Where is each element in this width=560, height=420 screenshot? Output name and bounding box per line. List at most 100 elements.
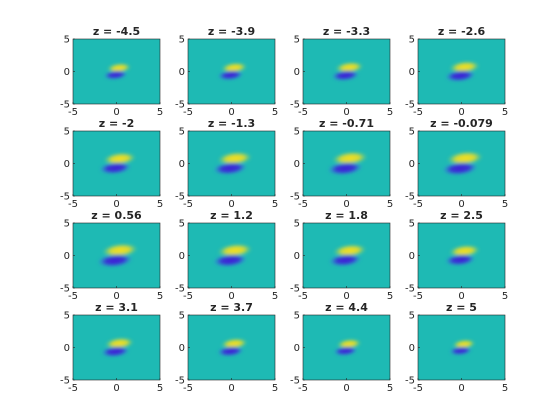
subplot: -5 0 5 5 0 -5 z = -0.71: [290, 117, 393, 210]
subplot-title: z = 5: [446, 301, 477, 314]
x-tick-label: -5: [298, 383, 308, 394]
y-tick-label: -5: [290, 100, 300, 111]
y-tick-label: 0: [409, 343, 415, 354]
y-tick-label: 0: [294, 67, 300, 78]
y-tick-label: 5: [409, 311, 415, 322]
x-tick-label: -5: [68, 199, 78, 210]
subplot: -5 0 5 5 0 -5 z = 0.56: [60, 209, 163, 302]
x-tick-label: -5: [68, 107, 78, 118]
positive-lobe: [449, 245, 480, 258]
x-tick-label: 5: [502, 383, 508, 394]
negative-lobe: [445, 69, 476, 82]
x-tick-label: 5: [387, 383, 393, 394]
y-tick-label: 0: [294, 251, 300, 262]
y-tick-label: -5: [175, 192, 185, 203]
x-tick-label: -5: [68, 291, 78, 302]
subplot-title: z = -0.079: [430, 117, 493, 130]
y-tick-label: 0: [179, 343, 185, 354]
negative-lobe: [328, 253, 362, 267]
y-tick-label: 0: [179, 251, 185, 262]
y-tick-label: 5: [64, 127, 70, 138]
y-tick-label: 0: [409, 251, 415, 262]
subplot-title: z = -1.3: [208, 117, 255, 130]
y-tick-label: -5: [60, 376, 70, 387]
negative-lobe: [212, 253, 248, 267]
x-tick-label: 0: [458, 383, 464, 394]
x-tick-label: 5: [157, 383, 163, 394]
subplot-title: z = 2.5: [440, 209, 483, 222]
y-tick-label: 5: [179, 35, 185, 46]
negative-lobe: [449, 346, 472, 356]
x-tick-label: 0: [343, 383, 349, 394]
y-tick-label: 5: [409, 219, 415, 230]
y-tick-label: 5: [294, 219, 300, 230]
x-tick-label: 0: [113, 199, 119, 210]
subplot: -5 0 5 5 0 -5 z = -4.5: [60, 25, 163, 118]
subplot-title: z = 1.8: [325, 209, 368, 222]
y-tick-label: -5: [60, 100, 70, 111]
x-tick-label: -5: [298, 107, 308, 118]
x-tick-label: -5: [183, 107, 193, 118]
y-tick-label: -5: [175, 376, 185, 387]
positive-lobe: [105, 337, 134, 349]
positive-lobe: [102, 243, 138, 258]
negative-lobe: [327, 161, 363, 176]
y-tick-label: 5: [294, 311, 300, 322]
positive-lobe: [333, 244, 367, 258]
x-tick-label: 0: [228, 291, 234, 302]
subplot-title: z = -2.6: [438, 25, 486, 38]
y-tick-label: 0: [64, 67, 70, 78]
x-tick-label: 5: [387, 291, 393, 302]
x-tick-label: 0: [113, 383, 119, 394]
negative-lobe: [97, 253, 133, 268]
negative-lobe: [444, 253, 476, 266]
subplot: -5 0 5 5 0 -5 z = 4.4: [290, 301, 393, 394]
x-tick-label: 0: [228, 383, 234, 394]
x-tick-label: 0: [458, 199, 464, 210]
y-tick-label: -5: [175, 100, 185, 111]
x-tick-label: 5: [157, 199, 163, 210]
y-tick-label: -5: [405, 376, 415, 387]
x-tick-label: 0: [228, 199, 234, 210]
y-tick-label: 5: [179, 219, 185, 230]
y-tick-label: 5: [64, 35, 70, 46]
negative-lobe: [217, 345, 244, 357]
subplot: -5 0 5 5 0 -5 z = 3.1: [60, 301, 163, 394]
y-tick-label: 0: [409, 159, 415, 170]
x-tick-label: -5: [298, 291, 308, 302]
negative-lobe: [101, 345, 130, 358]
positive-lobe: [452, 339, 476, 349]
y-tick-label: -5: [405, 100, 415, 111]
x-tick-label: -5: [183, 199, 193, 210]
x-tick-label: 0: [458, 107, 464, 118]
y-tick-label: -5: [60, 284, 70, 295]
negative-lobe: [99, 161, 132, 175]
x-tick-label: 0: [228, 107, 234, 118]
x-tick-label: 5: [387, 199, 393, 210]
negative-lobe: [217, 69, 244, 81]
x-tick-label: 0: [343, 107, 349, 118]
subplot: -5 0 5 5 0 -5 z = -3.3: [290, 25, 393, 118]
y-tick-label: -5: [290, 192, 300, 203]
subplot-title: z = -0.71: [319, 117, 374, 130]
positive-lobe: [103, 152, 136, 166]
x-tick-label: -5: [298, 199, 308, 210]
x-tick-label: -5: [183, 383, 193, 394]
x-tick-label: -5: [183, 291, 193, 302]
y-tick-label: 5: [64, 219, 70, 230]
x-tick-label: 5: [272, 291, 278, 302]
x-tick-label: -5: [413, 291, 423, 302]
subplot: -5 0 5 5 0 -5 z = -3.9: [175, 25, 278, 118]
x-tick-label: 0: [458, 291, 464, 302]
subplot-title: z = -2: [99, 117, 135, 130]
subplot-title: z = 3.1: [95, 301, 138, 314]
y-tick-label: 0: [64, 159, 70, 170]
y-tick-label: 0: [179, 67, 185, 78]
subplot: -5 0 5 5 0 -5 z = 1.8: [290, 209, 393, 302]
y-tick-label: -5: [290, 284, 300, 295]
y-tick-label: -5: [175, 284, 185, 295]
positive-lobe: [335, 61, 364, 73]
y-tick-label: 5: [409, 127, 415, 138]
subplot-title: z = 0.56: [91, 209, 142, 222]
